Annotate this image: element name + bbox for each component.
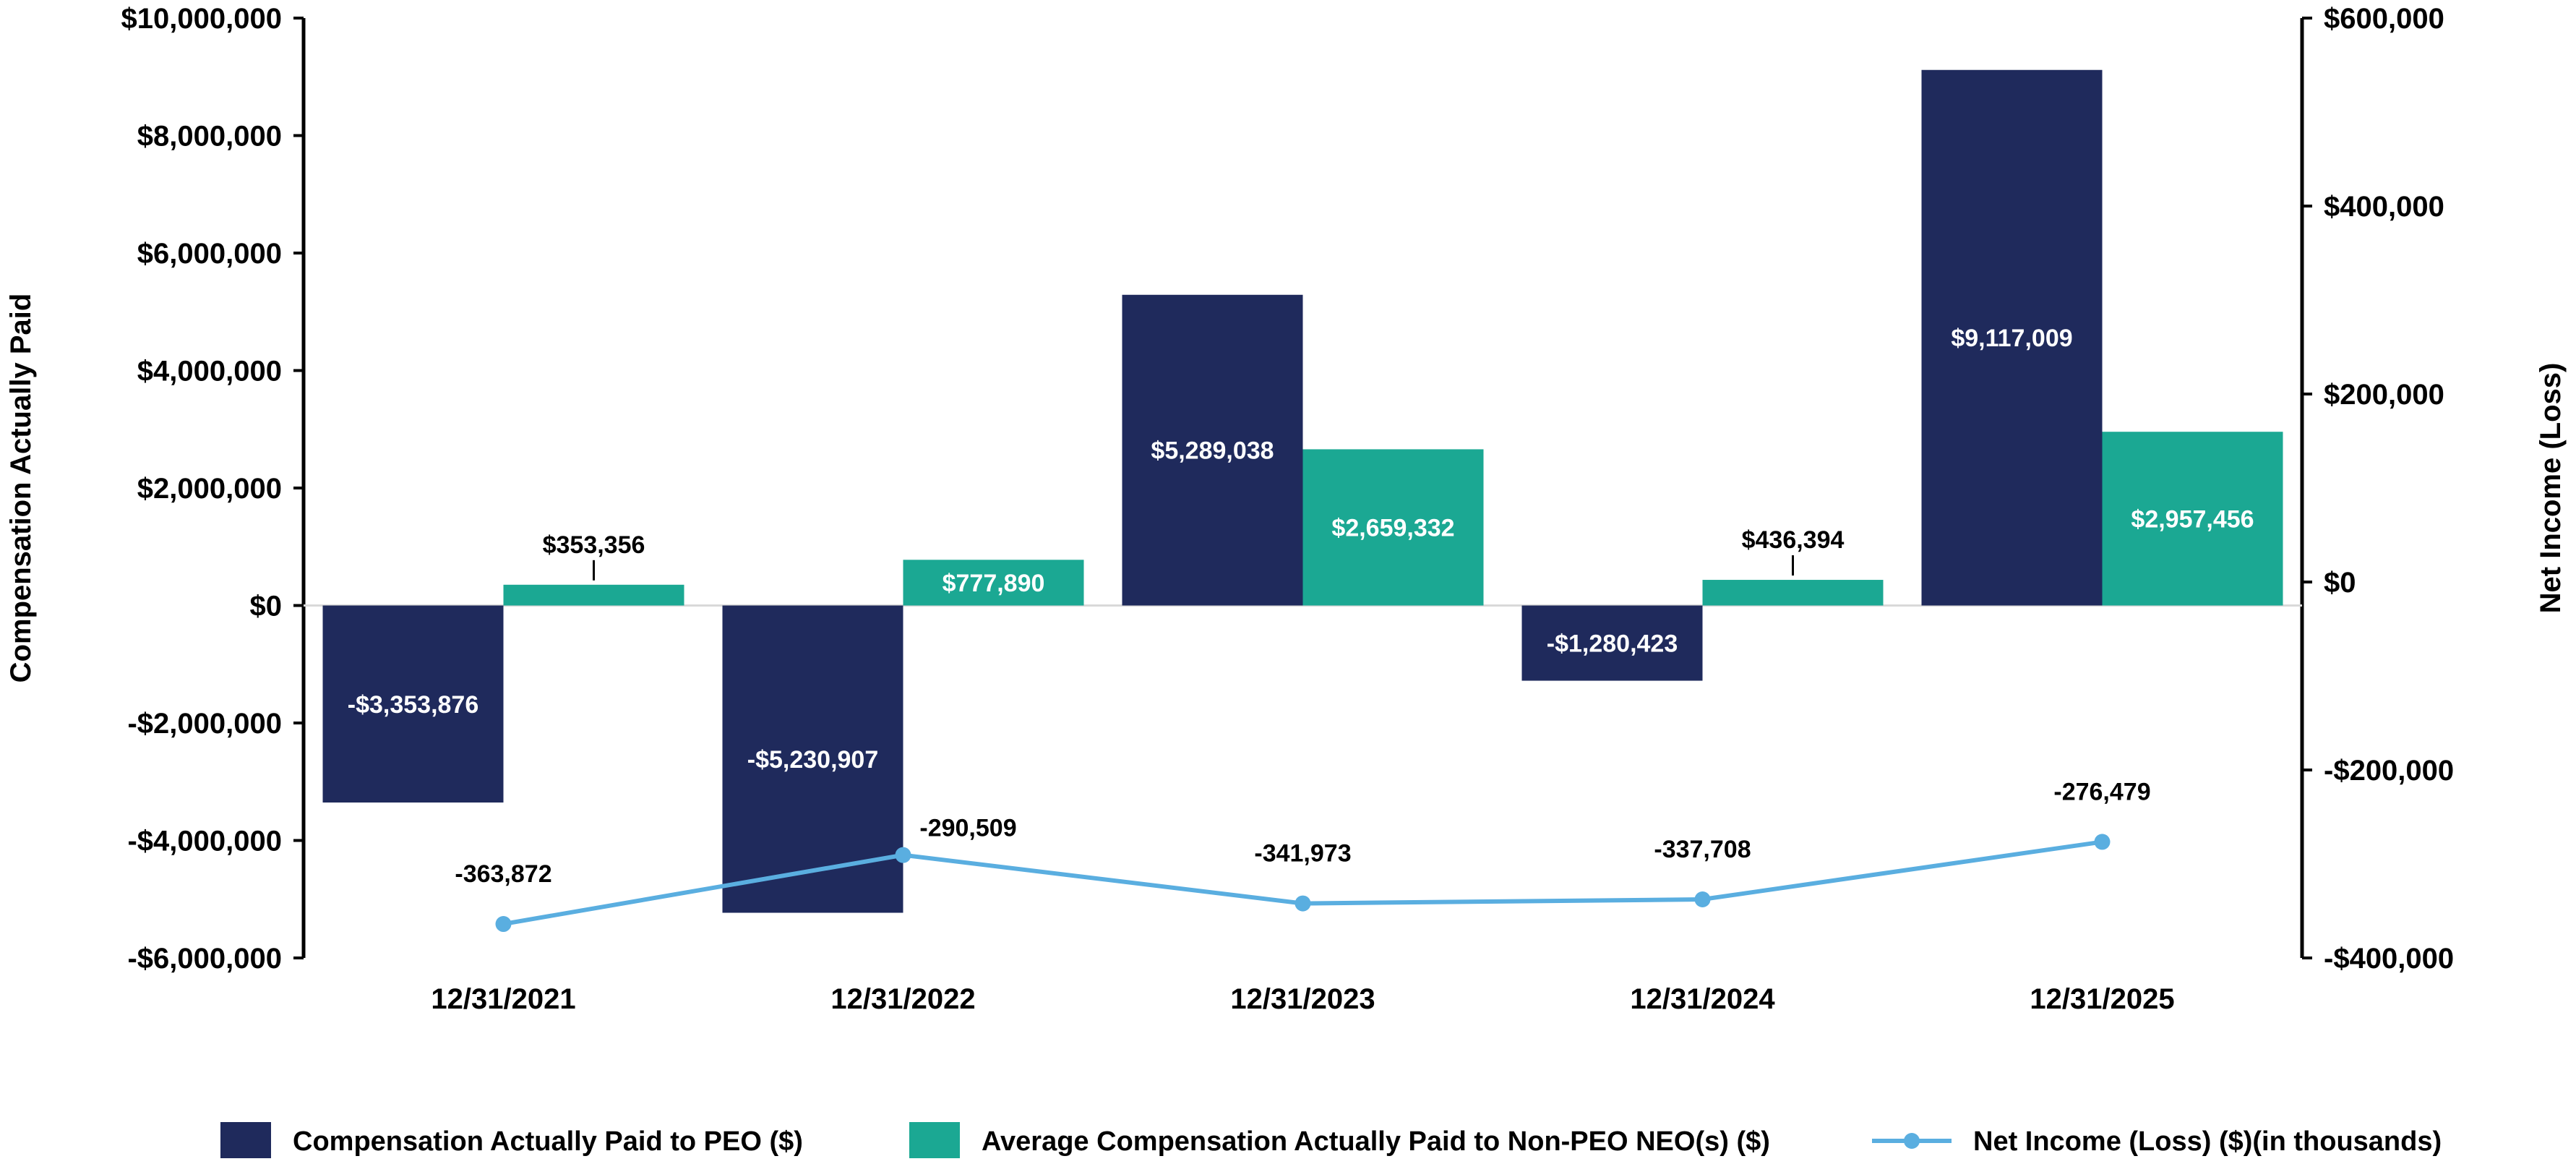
legend-swatch-neo bbox=[909, 1122, 960, 1158]
x-axis-tick-label: 12/31/2025 bbox=[2030, 983, 2174, 1015]
neo-bar bbox=[1702, 580, 1884, 606]
net-income-point bbox=[495, 916, 512, 933]
neo-bar bbox=[2102, 432, 2283, 606]
net-income-label: -341,973 bbox=[1254, 840, 1351, 868]
x-axis-tick-label: 12/31/2021 bbox=[431, 983, 575, 1015]
legend-label-net-income: Net Income (Loss) ($)(in thousands) bbox=[1973, 1126, 2442, 1157]
peo-bar bbox=[1921, 69, 2103, 606]
peo-bar-label: -$1,280,423 bbox=[1547, 630, 1678, 658]
legend-label-neo: Average Compensation Actually Paid to No… bbox=[982, 1126, 1770, 1157]
peo-bar-label: $5,289,038 bbox=[1151, 437, 1274, 465]
legend-swatch-peo bbox=[220, 1122, 271, 1158]
neo-bar-label: $436,394 bbox=[1742, 526, 1845, 554]
neo-bar-label: $777,890 bbox=[943, 570, 1045, 597]
net-income-label: -290,509 bbox=[919, 815, 1016, 842]
left-axis-tick-label: $10,000,000 bbox=[121, 3, 282, 35]
peo-bar-label: -$5,230,907 bbox=[747, 746, 879, 774]
net-income-label: -276,479 bbox=[2053, 778, 2150, 805]
neo-bar bbox=[1302, 449, 1484, 606]
right-axis-tick-label: $400,000 bbox=[2324, 191, 2444, 223]
right-axis-tick-label: $600,000 bbox=[2324, 3, 2444, 35]
legend-label-peo: Compensation Actually Paid to PEO ($) bbox=[293, 1126, 803, 1157]
left-axis-tick-label: $2,000,000 bbox=[137, 473, 282, 505]
peo-bar bbox=[1521, 605, 1703, 681]
net-income-point bbox=[1295, 895, 1311, 912]
neo-bar-label: $2,957,456 bbox=[2131, 505, 2254, 533]
peo-bar bbox=[322, 605, 504, 803]
neo-bar-label: $2,659,332 bbox=[1331, 514, 1454, 542]
x-axis-tick-label: 12/31/2022 bbox=[830, 983, 975, 1015]
neo-bar bbox=[903, 560, 1084, 606]
peo-bar-label: -$3,353,876 bbox=[348, 691, 479, 719]
left-axis-tick-label: $6,000,000 bbox=[137, 238, 282, 270]
net-income-point bbox=[1694, 891, 1711, 908]
peo-bar-label: $9,117,009 bbox=[1951, 325, 2072, 352]
left-axis-tick-label: $8,000,000 bbox=[137, 121, 282, 153]
x-axis-tick-label: 12/31/2024 bbox=[1630, 983, 1775, 1015]
left-axis-tick-label: -$6,000,000 bbox=[127, 943, 282, 975]
net-income-point bbox=[2094, 834, 2111, 850]
neo-bar-label: $353,356 bbox=[543, 531, 645, 559]
right-axis-tick-label: -$400,000 bbox=[2324, 943, 2454, 975]
net-income-label: -337,708 bbox=[1654, 836, 1751, 863]
left-axis-tick-label: $0 bbox=[250, 591, 283, 622]
neo-bar bbox=[503, 584, 684, 606]
legend-marker-net-income bbox=[1904, 1133, 1920, 1149]
left-axis-title: Compensation Actually Paid bbox=[5, 294, 37, 683]
left-axis-tick-label: -$4,000,000 bbox=[127, 826, 282, 857]
right-axis-tick-label: $0 bbox=[2324, 567, 2356, 599]
right-axis-tick-label: $200,000 bbox=[2324, 379, 2444, 411]
net-income-point bbox=[895, 847, 911, 863]
right-axis-title: Net Income (Loss) bbox=[2535, 363, 2567, 614]
x-axis-tick-label: 12/31/2023 bbox=[1230, 983, 1375, 1015]
left-axis-tick-label: $4,000,000 bbox=[137, 356, 282, 388]
net-income-label: -363,872 bbox=[455, 860, 551, 888]
peo-bar bbox=[1122, 294, 1303, 606]
right-axis-tick-label: -$200,000 bbox=[2324, 755, 2454, 787]
left-axis-tick-label: -$2,000,000 bbox=[127, 708, 282, 740]
